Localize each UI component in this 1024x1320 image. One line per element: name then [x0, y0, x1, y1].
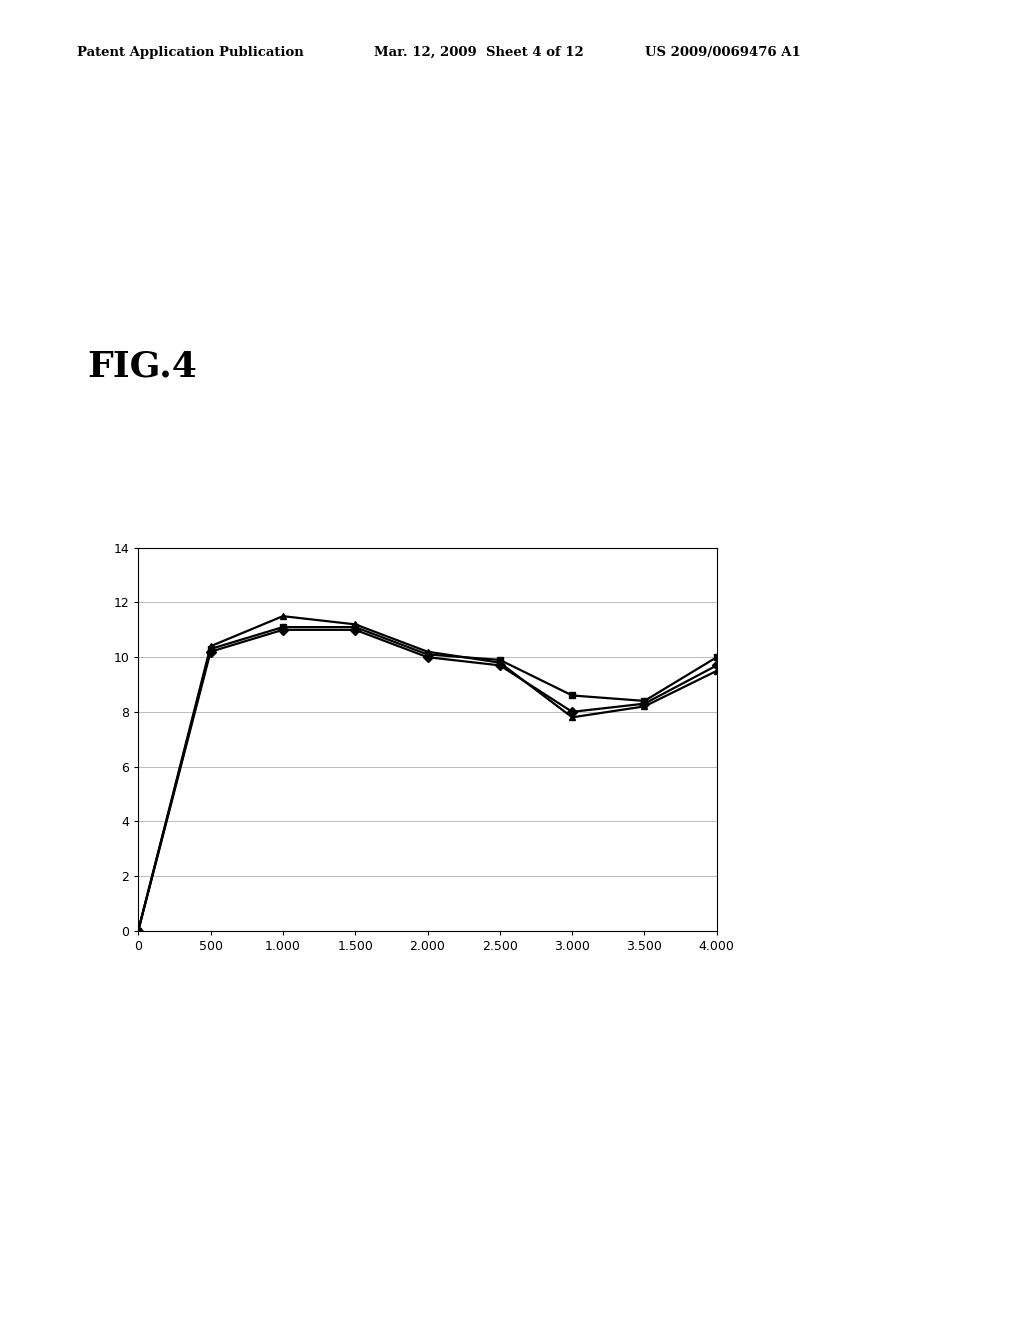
- Text: US 2009/0069476 A1: US 2009/0069476 A1: [645, 46, 801, 59]
- Text: Mar. 12, 2009  Sheet 4 of 12: Mar. 12, 2009 Sheet 4 of 12: [374, 46, 584, 59]
- Text: Patent Application Publication: Patent Application Publication: [77, 46, 303, 59]
- Text: FIG.4: FIG.4: [87, 350, 197, 384]
